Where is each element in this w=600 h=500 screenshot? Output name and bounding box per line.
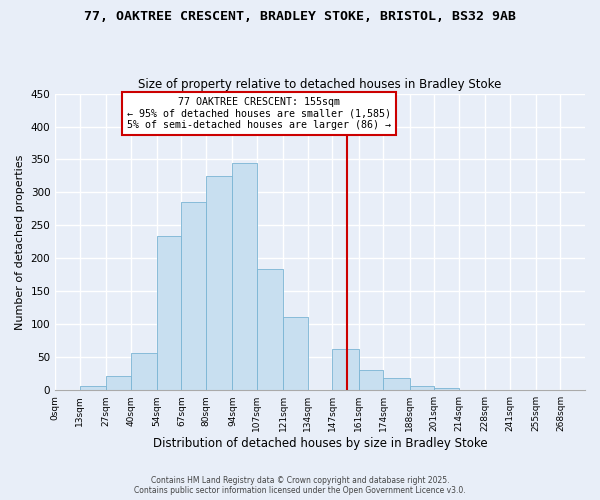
X-axis label: Distribution of detached houses by size in Bradley Stoke: Distribution of detached houses by size … xyxy=(153,437,487,450)
Bar xyxy=(410,386,434,390)
Bar xyxy=(131,352,157,390)
Bar xyxy=(359,370,383,390)
Bar xyxy=(283,317,308,390)
Bar xyxy=(106,376,131,390)
Bar xyxy=(206,176,232,390)
Bar xyxy=(383,378,410,390)
Text: 77, OAKTREE CRESCENT, BRADLEY STOKE, BRISTOL, BS32 9AB: 77, OAKTREE CRESCENT, BRADLEY STOKE, BRI… xyxy=(84,10,516,23)
Bar xyxy=(332,350,359,390)
Text: Contains HM Land Registry data © Crown copyright and database right 2025.
Contai: Contains HM Land Registry data © Crown c… xyxy=(134,476,466,495)
Bar xyxy=(232,163,257,390)
Bar xyxy=(80,386,106,390)
Title: Size of property relative to detached houses in Bradley Stoke: Size of property relative to detached ho… xyxy=(139,78,502,91)
Bar xyxy=(257,269,283,390)
Bar xyxy=(181,202,206,390)
Bar xyxy=(157,236,181,390)
Text: 77 OAKTREE CRESCENT: 155sqm
← 95% of detached houses are smaller (1,585)
5% of s: 77 OAKTREE CRESCENT: 155sqm ← 95% of det… xyxy=(127,97,391,130)
Y-axis label: Number of detached properties: Number of detached properties xyxy=(15,154,25,330)
Bar xyxy=(434,388,458,390)
